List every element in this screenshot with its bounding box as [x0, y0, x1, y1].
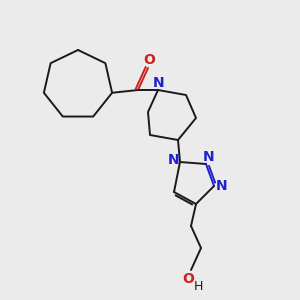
Text: H: H — [193, 280, 203, 293]
Text: O: O — [143, 53, 155, 67]
Text: N: N — [168, 153, 180, 167]
Text: N: N — [216, 179, 228, 193]
Text: N: N — [203, 150, 215, 164]
Text: N: N — [153, 76, 165, 90]
Text: O: O — [182, 272, 194, 286]
